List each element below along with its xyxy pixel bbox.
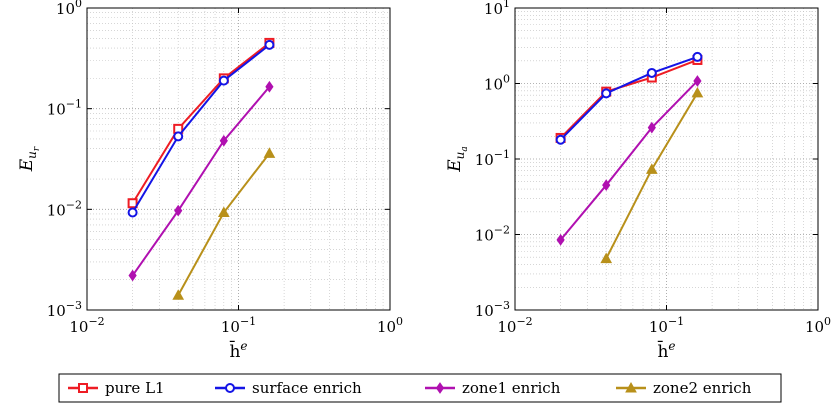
data-point (602, 179, 611, 192)
data-point (691, 86, 704, 98)
x-axis-label: h̄e (229, 339, 247, 362)
data-point (127, 198, 138, 209)
legend: pure L1 surface enrich zone1 enrich zone2 e… (58, 373, 782, 403)
legend-label: zone1 enrich (462, 379, 561, 397)
y-tick-label: 10−3 (47, 299, 82, 320)
x-tick-label: 10−2 (497, 315, 532, 336)
data-point (172, 289, 185, 300)
legend-entry: zone2 enrich (616, 379, 752, 397)
legend-entry: pure L1 (68, 379, 165, 397)
series-line (131, 44, 271, 214)
legend-swatch-marker (225, 383, 235, 393)
grid (86, 7, 391, 311)
y-tick-label: 100 (56, 0, 82, 18)
legend-entry: zone1 enrich (425, 379, 561, 397)
x-tick-label: 10−2 (69, 315, 104, 336)
data-point (218, 75, 229, 86)
series-line (559, 80, 699, 241)
series-zone1-enrich (128, 80, 274, 282)
data-point (601, 88, 612, 99)
x-tick-label: 10−1 (221, 315, 256, 336)
legend-swatch-marker (435, 382, 445, 394)
series-line (559, 59, 698, 139)
data-point (264, 39, 275, 50)
data-point (600, 252, 613, 264)
data-point (555, 134, 566, 145)
y-tick-label: 10−2 (475, 224, 510, 245)
series-zone2-enrich (600, 86, 704, 264)
x-tick-label: 100 (377, 315, 403, 336)
data-point (647, 121, 656, 134)
y-tick-label: 101 (484, 0, 510, 18)
data-point (263, 147, 276, 158)
series-line (559, 55, 698, 141)
series-surface-enrich (555, 51, 703, 145)
y-axis-label: Eur (17, 146, 42, 172)
legend-label: pure L1 (105, 379, 165, 397)
legend-box (58, 373, 782, 403)
x-axis-label: h̄e (657, 339, 675, 362)
series-surface-enrich (127, 39, 275, 218)
data-point (646, 67, 657, 78)
series-zone2-enrich (172, 147, 276, 300)
y-tick-label: 100 (484, 73, 510, 94)
y-tick-label: 10−1 (47, 98, 82, 119)
data-point (693, 75, 702, 87)
y-axis-label: Eua (445, 146, 470, 173)
y-tick-label: 10−2 (47, 198, 82, 219)
legend-label: surface enrich (252, 379, 362, 397)
x-tick-label: 100 (805, 315, 831, 336)
grid (514, 7, 819, 311)
y-tick-label: 10−3 (475, 299, 510, 320)
data-point (128, 269, 137, 282)
data-point (217, 206, 230, 218)
data-point (219, 134, 228, 147)
legend-entry: surface enrich (215, 379, 362, 397)
legend-swatch-marker (78, 383, 88, 393)
data-point (127, 207, 138, 218)
y-tick-label: 10−1 (475, 148, 510, 169)
series-line (131, 86, 271, 277)
data-point (265, 80, 274, 93)
data-point (174, 204, 183, 217)
series-line (131, 42, 271, 204)
legend-label: zone2 enrich (653, 379, 752, 397)
x-tick-label: 10−1 (649, 315, 684, 336)
data-point (556, 233, 565, 246)
series-zone1-enrich (556, 75, 702, 246)
legend-swatch-marker (625, 381, 637, 393)
data-point (645, 163, 658, 174)
data-point (173, 131, 184, 142)
data-point (692, 51, 703, 62)
